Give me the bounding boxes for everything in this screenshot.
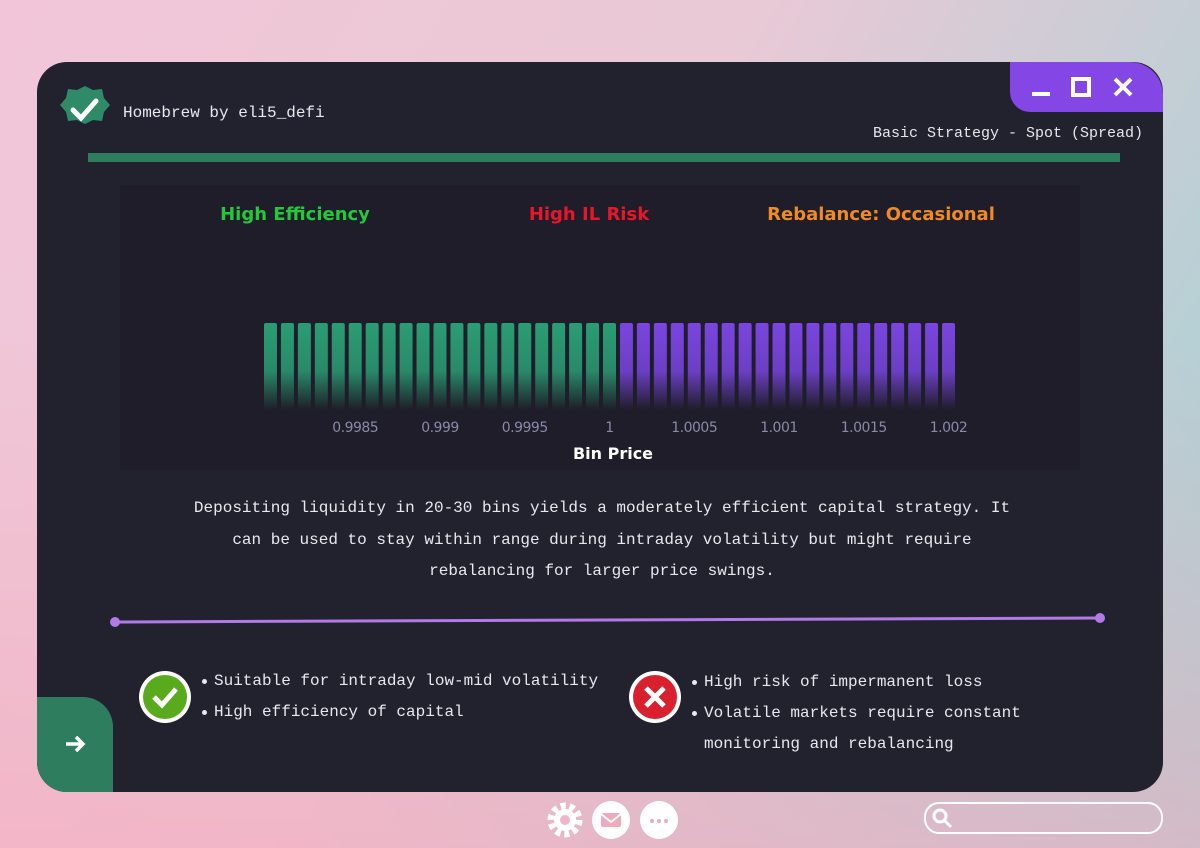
bin-bar	[687, 323, 701, 410]
check-icon	[139, 671, 191, 723]
bin-bar	[857, 323, 871, 410]
mail-button[interactable]	[592, 801, 630, 839]
minimize-button[interactable]	[1032, 92, 1050, 96]
next-button[interactable]	[66, 735, 86, 753]
bin-bar	[772, 323, 786, 410]
cross-icon	[629, 671, 681, 723]
bin-bar	[908, 323, 922, 410]
bin-bar	[433, 323, 447, 410]
bin-bar	[263, 323, 277, 410]
bin-bar	[840, 323, 854, 410]
maximize-button[interactable]	[1071, 77, 1091, 97]
chat-button[interactable]	[640, 801, 678, 839]
bin-bar	[704, 323, 718, 410]
bin-bar	[636, 323, 650, 410]
logo	[60, 86, 110, 124]
progress-bar	[88, 153, 1120, 162]
x-axis-title: Bin Price	[573, 444, 653, 463]
divider-dot	[1095, 613, 1105, 623]
tag: High IL Risk	[529, 204, 650, 225]
search-box[interactable]	[924, 802, 1163, 834]
tag: High Efficiency	[220, 204, 370, 225]
bin-bar	[738, 323, 752, 410]
bin-bar	[619, 323, 633, 410]
bin-bar	[552, 323, 566, 410]
divider-dot	[110, 617, 120, 627]
x-tick-label: 0.999	[421, 420, 459, 436]
bin-bar	[399, 323, 413, 410]
search-icon	[942, 818, 953, 829]
bin-bar	[467, 323, 481, 410]
cons-list: High risk of impermanent loss Volatile ma…	[690, 667, 1030, 760]
bin-bar	[569, 323, 583, 410]
x-tick-label: 1.001	[760, 420, 798, 436]
bin-bar	[670, 323, 684, 410]
pro-item: High efficiency of capital	[200, 697, 620, 728]
x-tick-label: 1.0015	[841, 420, 887, 436]
x-tick-label: 1.0005	[671, 420, 717, 436]
app-title: Homebrew by eli5_defi	[123, 104, 325, 122]
bin-bar	[789, 323, 803, 410]
bin-bar	[365, 323, 379, 410]
bin-bar	[348, 323, 362, 410]
x-tick-label: 0.9985	[332, 420, 378, 436]
bin-bar	[518, 323, 532, 410]
con-item: High risk of impermanent loss	[690, 667, 1030, 698]
bin-bar	[721, 323, 735, 410]
bin-bar	[297, 323, 311, 410]
bin-bar	[891, 323, 905, 410]
bin-bar	[314, 323, 328, 410]
bin-bar	[942, 323, 956, 410]
bin-bar	[823, 323, 837, 410]
settings-button[interactable]	[547, 802, 583, 838]
divider	[114, 616, 1101, 624]
pro-item: Suitable for intraday low-mid volatility	[200, 666, 620, 697]
bin-bar	[586, 323, 600, 410]
bin-bar	[331, 323, 345, 410]
x-tick-label: 1.002	[930, 420, 968, 436]
bin-bar	[806, 323, 820, 410]
bin-bar	[603, 323, 616, 410]
close-button[interactable]	[1113, 77, 1133, 97]
bin-bar	[653, 323, 667, 410]
bin-bar	[484, 323, 498, 410]
tag: Rebalance: Occasional	[767, 204, 995, 225]
bin-bar	[535, 323, 549, 410]
bin-bar	[450, 323, 464, 410]
x-tick-label: 1	[605, 420, 613, 436]
bin-bar	[755, 323, 769, 410]
bin-bar	[501, 323, 515, 410]
search-icon	[932, 808, 948, 824]
bin-bar	[874, 323, 888, 410]
window-controls	[1010, 62, 1163, 112]
pros-list: Suitable for intraday low-mid volatility…	[200, 666, 620, 728]
description: Depositing liquidity in 20-30 bins yield…	[193, 499, 1011, 580]
bin-bar	[416, 323, 430, 410]
con-item: Volatile markets require constant monito…	[690, 698, 1030, 760]
x-tick-label: 0.9995	[502, 420, 548, 436]
subtitle: Basic Strategy - Spot (Spread)	[873, 125, 1143, 142]
bin-bar	[925, 323, 939, 410]
bin-bar	[280, 323, 294, 410]
bin-bar	[382, 323, 396, 410]
